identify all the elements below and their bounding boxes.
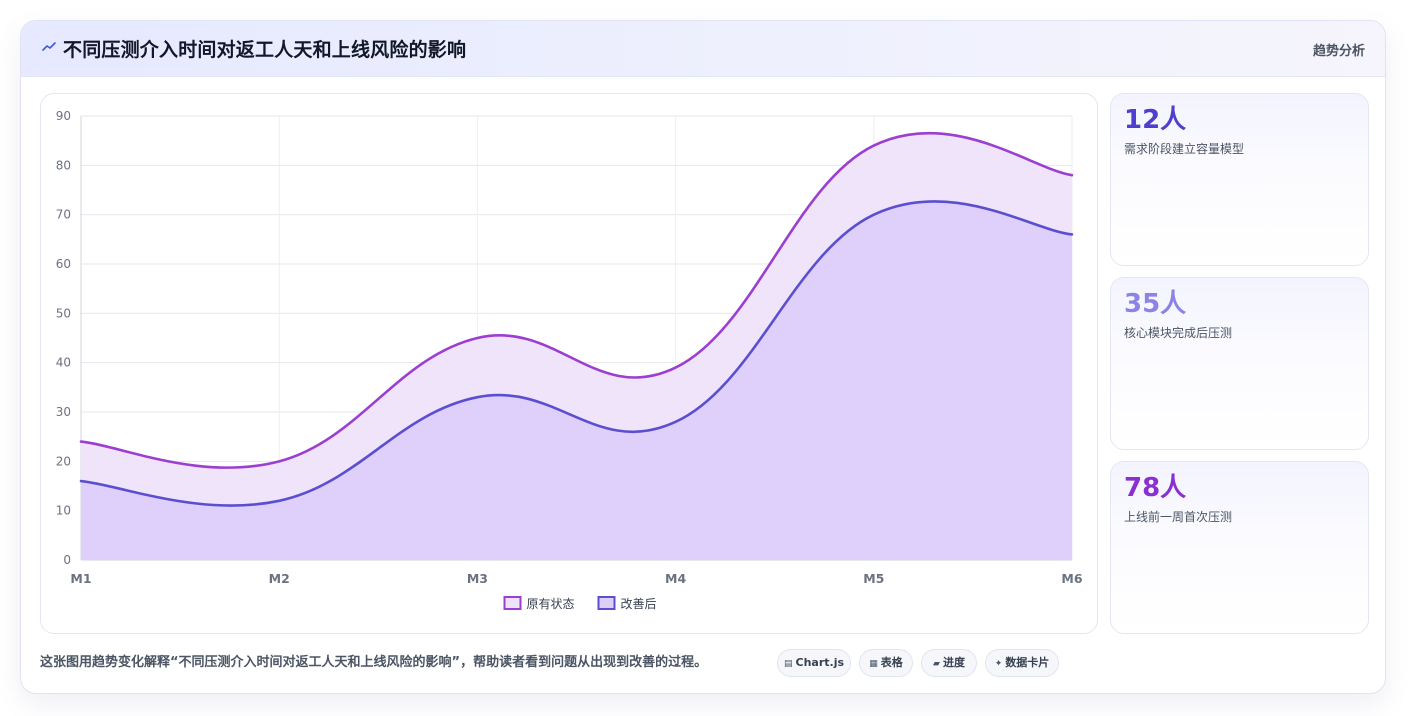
progress-icon: ▰ bbox=[933, 659, 940, 669]
y-tick-label: 80 bbox=[56, 158, 71, 172]
series-improved-area bbox=[81, 201, 1072, 560]
chart-icon: ▤ bbox=[783, 659, 793, 669]
x-tick-label: M2 bbox=[269, 571, 290, 586]
y-tick-label: 10 bbox=[56, 504, 71, 518]
y-tick-label: 70 bbox=[56, 208, 71, 222]
page-title: 不同压测介入时间对返工人天和上线风险的影响 bbox=[63, 39, 467, 61]
series-improved-line bbox=[79, 200, 1074, 507]
chip-label: 数据卡片 bbox=[1005, 656, 1050, 669]
x-tick-label: M3 bbox=[467, 571, 488, 586]
analysis-type-tag: 趋势分析 bbox=[1312, 44, 1365, 59]
x-tick-label: M4 bbox=[665, 571, 686, 586]
legend-label: 原有状态 bbox=[527, 597, 575, 611]
stat-card-3: 78人 上线前一周首次压测 bbox=[1110, 461, 1369, 634]
table-icon: ▦ bbox=[869, 659, 878, 669]
x-tick-label: M1 bbox=[70, 571, 91, 586]
chip-progress[interactable]: ▰ 进度 bbox=[921, 649, 977, 677]
y-tick-label: 90 bbox=[56, 109, 71, 123]
stat-label-1: 需求阶段建立容量模型 bbox=[1124, 142, 1245, 156]
stat-value-2: 35人 bbox=[1124, 289, 1187, 319]
stat-card-1: 12人 需求阶段建立容量模型 bbox=[1110, 93, 1369, 266]
dashboard-card: 不同压测介入时间对返工人天和上线风险的影响 趋势分析 0 10 20 30 40 50 60… bbox=[20, 20, 1386, 694]
legend-swatch bbox=[597, 596, 616, 610]
chip-label: 进度 bbox=[942, 656, 965, 669]
stat-card-2: 35人 核心模块完成后压测 bbox=[1110, 277, 1369, 450]
y-tick-label: 20 bbox=[56, 454, 71, 468]
chart-description: 这张图用趋势变化解释“不同压测介入时间对返工人天和上线风险的影响”，帮助读者看到… bbox=[40, 655, 708, 670]
stat-value-1: 12人 bbox=[1124, 105, 1187, 135]
trend-line-icon bbox=[42, 42, 56, 51]
y-tick-label: 30 bbox=[56, 405, 71, 419]
chip-label: 表格 bbox=[880, 656, 903, 669]
card-header: 不同压测介入时间对返工人天和上线风险的影响 趋势分析 bbox=[21, 21, 1385, 77]
legend-label: 改善后 bbox=[621, 596, 657, 611]
chip-label: Chart.js bbox=[795, 656, 845, 669]
chip-chartjs[interactable]: ▤ Chart.js bbox=[777, 649, 851, 677]
area-chart: 0 10 20 30 40 50 60 70 80 90 M1 M2 M3 M4 M5 M6 原有状态 改善后 bbox=[56, 109, 1083, 611]
stat-label-3: 上线前一周首次压测 bbox=[1124, 510, 1233, 524]
legend-swatch bbox=[503, 596, 522, 610]
chip-table[interactable]: ▦ 表格 bbox=[859, 649, 913, 677]
stat-label-2: 核心模块完成后压测 bbox=[1124, 326, 1233, 340]
x-tick-label: M6 bbox=[1061, 571, 1082, 586]
y-tick-label: 60 bbox=[56, 257, 71, 271]
stat-value-3: 78人 bbox=[1124, 473, 1187, 503]
chart-panel: 0 10 20 30 40 50 60 70 80 90 M1 M2 M3 M4 M5 M6 原有状态 改善后 bbox=[40, 93, 1098, 634]
card-icon: ✦ bbox=[994, 659, 1003, 669]
y-tick-label: 50 bbox=[56, 306, 71, 320]
x-tick-label: M5 bbox=[863, 571, 884, 586]
chip-data-card[interactable]: ✦ 数据卡片 bbox=[985, 649, 1059, 677]
series-original-line bbox=[79, 131, 1074, 469]
y-tick-label: 40 bbox=[56, 356, 71, 370]
y-tick-label: 0 bbox=[63, 553, 71, 567]
